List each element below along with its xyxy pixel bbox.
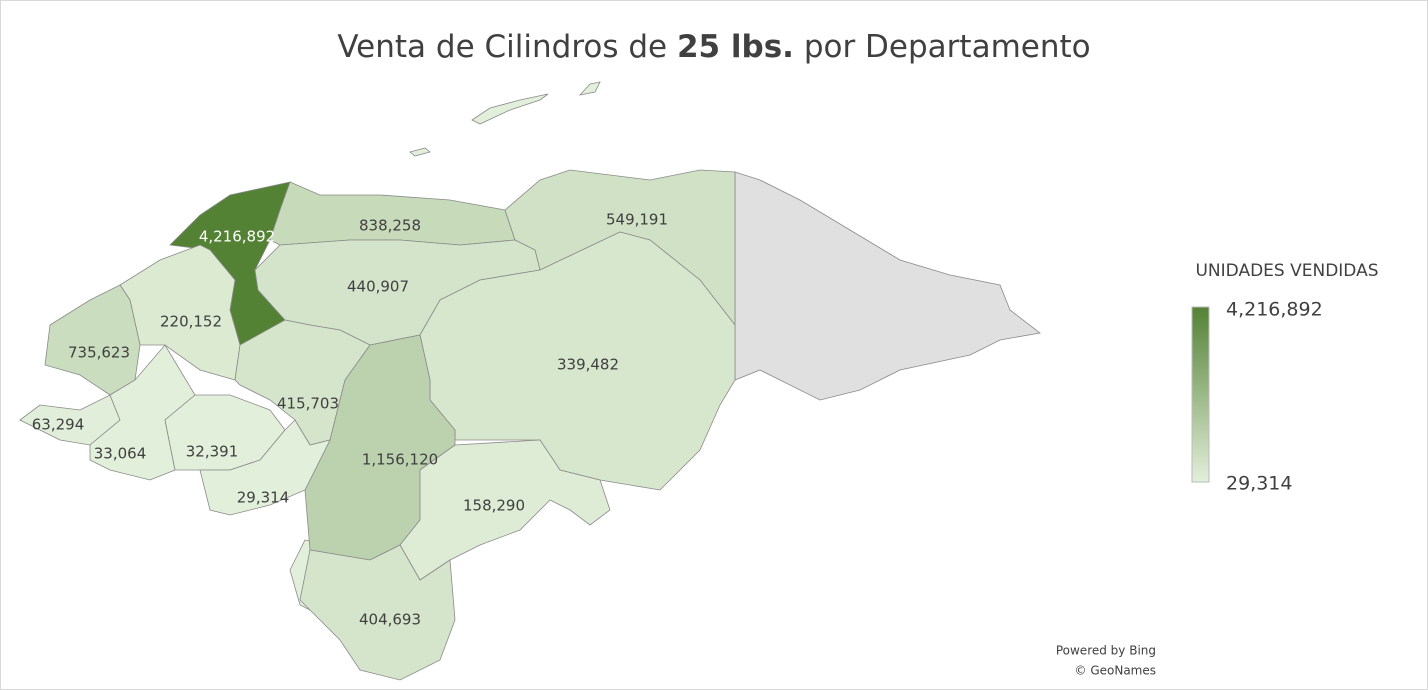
region-no-data — [734, 171, 1041, 401]
island — [578, 81, 601, 96]
region-label: 32,391 — [186, 443, 239, 461]
region-label: 404,693 — [359, 611, 421, 629]
region-label: 440,907 — [347, 278, 409, 296]
chart-title: Venta de Cilindros de 25 lbs. por Depart… — [337, 29, 1090, 65]
region — [199, 419, 331, 516]
region-label: 158,290 — [463, 497, 525, 515]
region-label: 838,258 — [359, 217, 421, 235]
region — [44, 284, 141, 396]
legend-min-label: 29,314 — [1226, 473, 1292, 495]
island — [471, 93, 549, 125]
regions — [19, 169, 736, 681]
region-label: 33,064 — [94, 445, 147, 463]
region-label: 29,314 — [237, 489, 290, 507]
title-part: Venta de Cilindros de — [337, 29, 667, 65]
region-label: 4,216,892 — [199, 228, 275, 246]
islands — [409, 81, 601, 157]
region-label: 735,623 — [68, 344, 130, 362]
attribution: Powered by Bing — [1056, 644, 1156, 658]
title-part: por Departamento — [804, 29, 1091, 65]
title-bold: 25 lbs. — [677, 29, 794, 65]
region-label: 1,156,120 — [362, 451, 438, 469]
region — [299, 544, 456, 681]
island — [409, 147, 431, 157]
attribution: © GeoNames — [1075, 664, 1157, 678]
legend-gradient — [1191, 306, 1210, 483]
region-label: 220,152 — [160, 313, 222, 331]
region-label: 339,482 — [557, 356, 619, 374]
region-label: 549,191 — [606, 211, 668, 229]
region-label: 63,294 — [32, 416, 85, 434]
legend-max-label: 4,216,892 — [1226, 299, 1323, 321]
region-labels: 4,216,892 838,258 549,191 440,907 220,152 735… — [32, 211, 668, 629]
region-label: 415,703 — [277, 395, 339, 413]
legend-title: UNIDADES VENDIDAS — [1195, 261, 1378, 281]
region — [399, 439, 611, 581]
